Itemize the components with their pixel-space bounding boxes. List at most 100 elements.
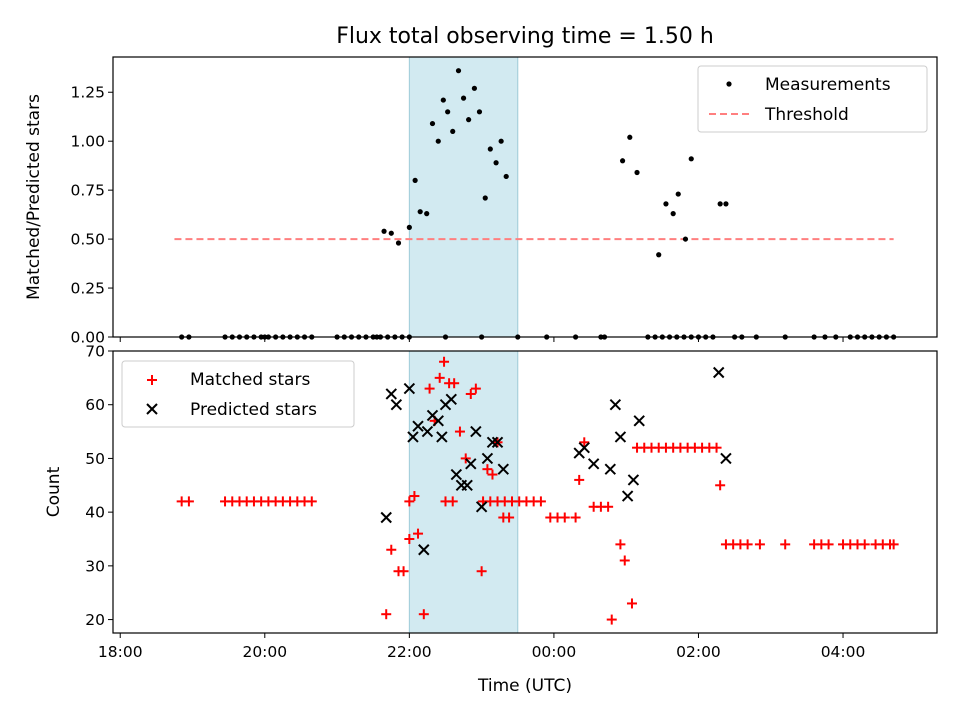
measurement-point — [440, 97, 446, 103]
predicted-star-point — [407, 431, 419, 443]
matched-star-point — [306, 496, 317, 507]
matched-star-point — [434, 372, 445, 383]
predicted-star-point — [633, 415, 645, 427]
matched-star-point — [603, 501, 614, 512]
matched-star-point — [579, 437, 590, 448]
flux-axes-frame — [112, 56, 938, 338]
matched-star-point — [476, 566, 487, 577]
measurement-point — [498, 138, 504, 144]
matched-star-point — [454, 426, 465, 437]
predicted-star-point — [621, 490, 634, 502]
matched-star-point — [460, 453, 471, 464]
legend-predicted-label: Predicted stars — [190, 400, 317, 420]
predicted-star-point — [497, 463, 510, 475]
matched-star-point — [559, 512, 570, 523]
x-tick-label: 18:00 — [98, 643, 143, 661]
legend-measurements-label: Measurements — [765, 75, 891, 95]
predicted-star-point — [380, 511, 392, 524]
predicted-star-point — [491, 436, 504, 449]
predicted-star-point — [445, 393, 457, 406]
measurement-point — [466, 117, 472, 123]
predicted-star-point — [470, 425, 482, 438]
y-tick-label: 1.00 — [70, 133, 105, 151]
matched-star-point — [535, 496, 546, 507]
count-axes-frame — [112, 350, 938, 634]
legend-matched-marker — [147, 375, 157, 385]
matched-star-point — [619, 555, 630, 566]
measurement-point — [455, 68, 462, 74]
matched-star-point — [413, 528, 424, 539]
measurement-point — [429, 120, 436, 127]
predicted-star-point — [720, 452, 732, 465]
predicted-star-point — [421, 425, 434, 438]
count-legend: Matched stars Predicted stars — [121, 360, 355, 428]
y-tick-label: 0.50 — [70, 231, 105, 249]
matched-star-point — [447, 496, 458, 507]
matched-star-point — [404, 534, 415, 544]
flux-ratio-panel: Flux total observing time = 1.50 h 0.00 0… — [24, 24, 938, 347]
flux-span-highlight — [408, 56, 519, 338]
matched-star-point — [823, 539, 834, 550]
y-tick-label: 30 — [85, 557, 105, 575]
x-tick-label: 04:00 — [821, 643, 866, 661]
matched-star-point — [754, 539, 765, 550]
matched-star-point — [398, 566, 409, 577]
measurement-point — [412, 177, 418, 183]
predicted-star-point — [713, 366, 725, 379]
y-tick-label: 70 — [85, 343, 105, 361]
measurement-point — [670, 211, 676, 217]
measurement-point — [460, 95, 467, 101]
matched-star-point — [780, 539, 791, 550]
predicted-star-point — [403, 382, 416, 395]
predicted-star-point — [609, 399, 622, 411]
measurement-point — [482, 195, 488, 201]
flux-y-axis-label: Matched/Predicted stars — [24, 94, 44, 300]
measurement-point — [445, 109, 451, 115]
predicted-star-point — [604, 463, 616, 475]
matched-star-point — [626, 598, 637, 609]
predicted-star-point — [385, 388, 397, 400]
measurement-point — [656, 252, 662, 258]
legend-measurements-marker — [726, 81, 732, 87]
flux-legend: Measurements Threshold — [697, 65, 928, 133]
measurement-point — [381, 228, 387, 234]
matched-star-point — [711, 442, 722, 453]
measurement-point — [688, 156, 694, 162]
legend-matched-label: Matched stars — [190, 370, 310, 390]
x-tick-label: 00:00 — [532, 643, 577, 661]
measurement-point — [450, 128, 456, 135]
measurement-point — [487, 146, 493, 152]
matched-star-point — [386, 544, 397, 555]
measurement-point — [627, 134, 633, 140]
predicted-star-point — [390, 399, 403, 411]
y-tick-label: 40 — [85, 504, 105, 522]
matched-star-point — [465, 388, 476, 399]
predicted-star-point — [436, 431, 448, 443]
predicted-star-point — [450, 468, 463, 481]
count-y-axis-label: Count — [44, 466, 64, 517]
matched-star-point — [482, 464, 493, 475]
predicted-star-point — [432, 415, 444, 427]
matched-star-point — [888, 539, 899, 550]
predicted-star-point — [627, 474, 640, 486]
measurement-point — [723, 201, 729, 207]
matched-star-point — [404, 496, 415, 507]
x-tick-label: 20:00 — [242, 643, 287, 661]
y-tick-label: 0.25 — [70, 280, 105, 298]
measurement-point — [395, 240, 402, 246]
matched-star-point — [615, 539, 626, 550]
predicted-star-point — [465, 458, 477, 470]
x-tick-label: 02:00 — [676, 643, 721, 661]
measurement-point — [476, 109, 483, 115]
measurement-point — [406, 224, 412, 230]
matched-star-point — [606, 614, 617, 625]
predicted-star-point — [418, 544, 430, 556]
measurement-point — [435, 138, 441, 144]
predicted-star-point — [614, 431, 627, 443]
matched-star-point — [424, 383, 435, 394]
measurement-point — [717, 201, 723, 207]
predicted-star-point — [578, 441, 590, 454]
matched-star-point — [470, 383, 481, 394]
matched-star-point — [715, 480, 726, 491]
